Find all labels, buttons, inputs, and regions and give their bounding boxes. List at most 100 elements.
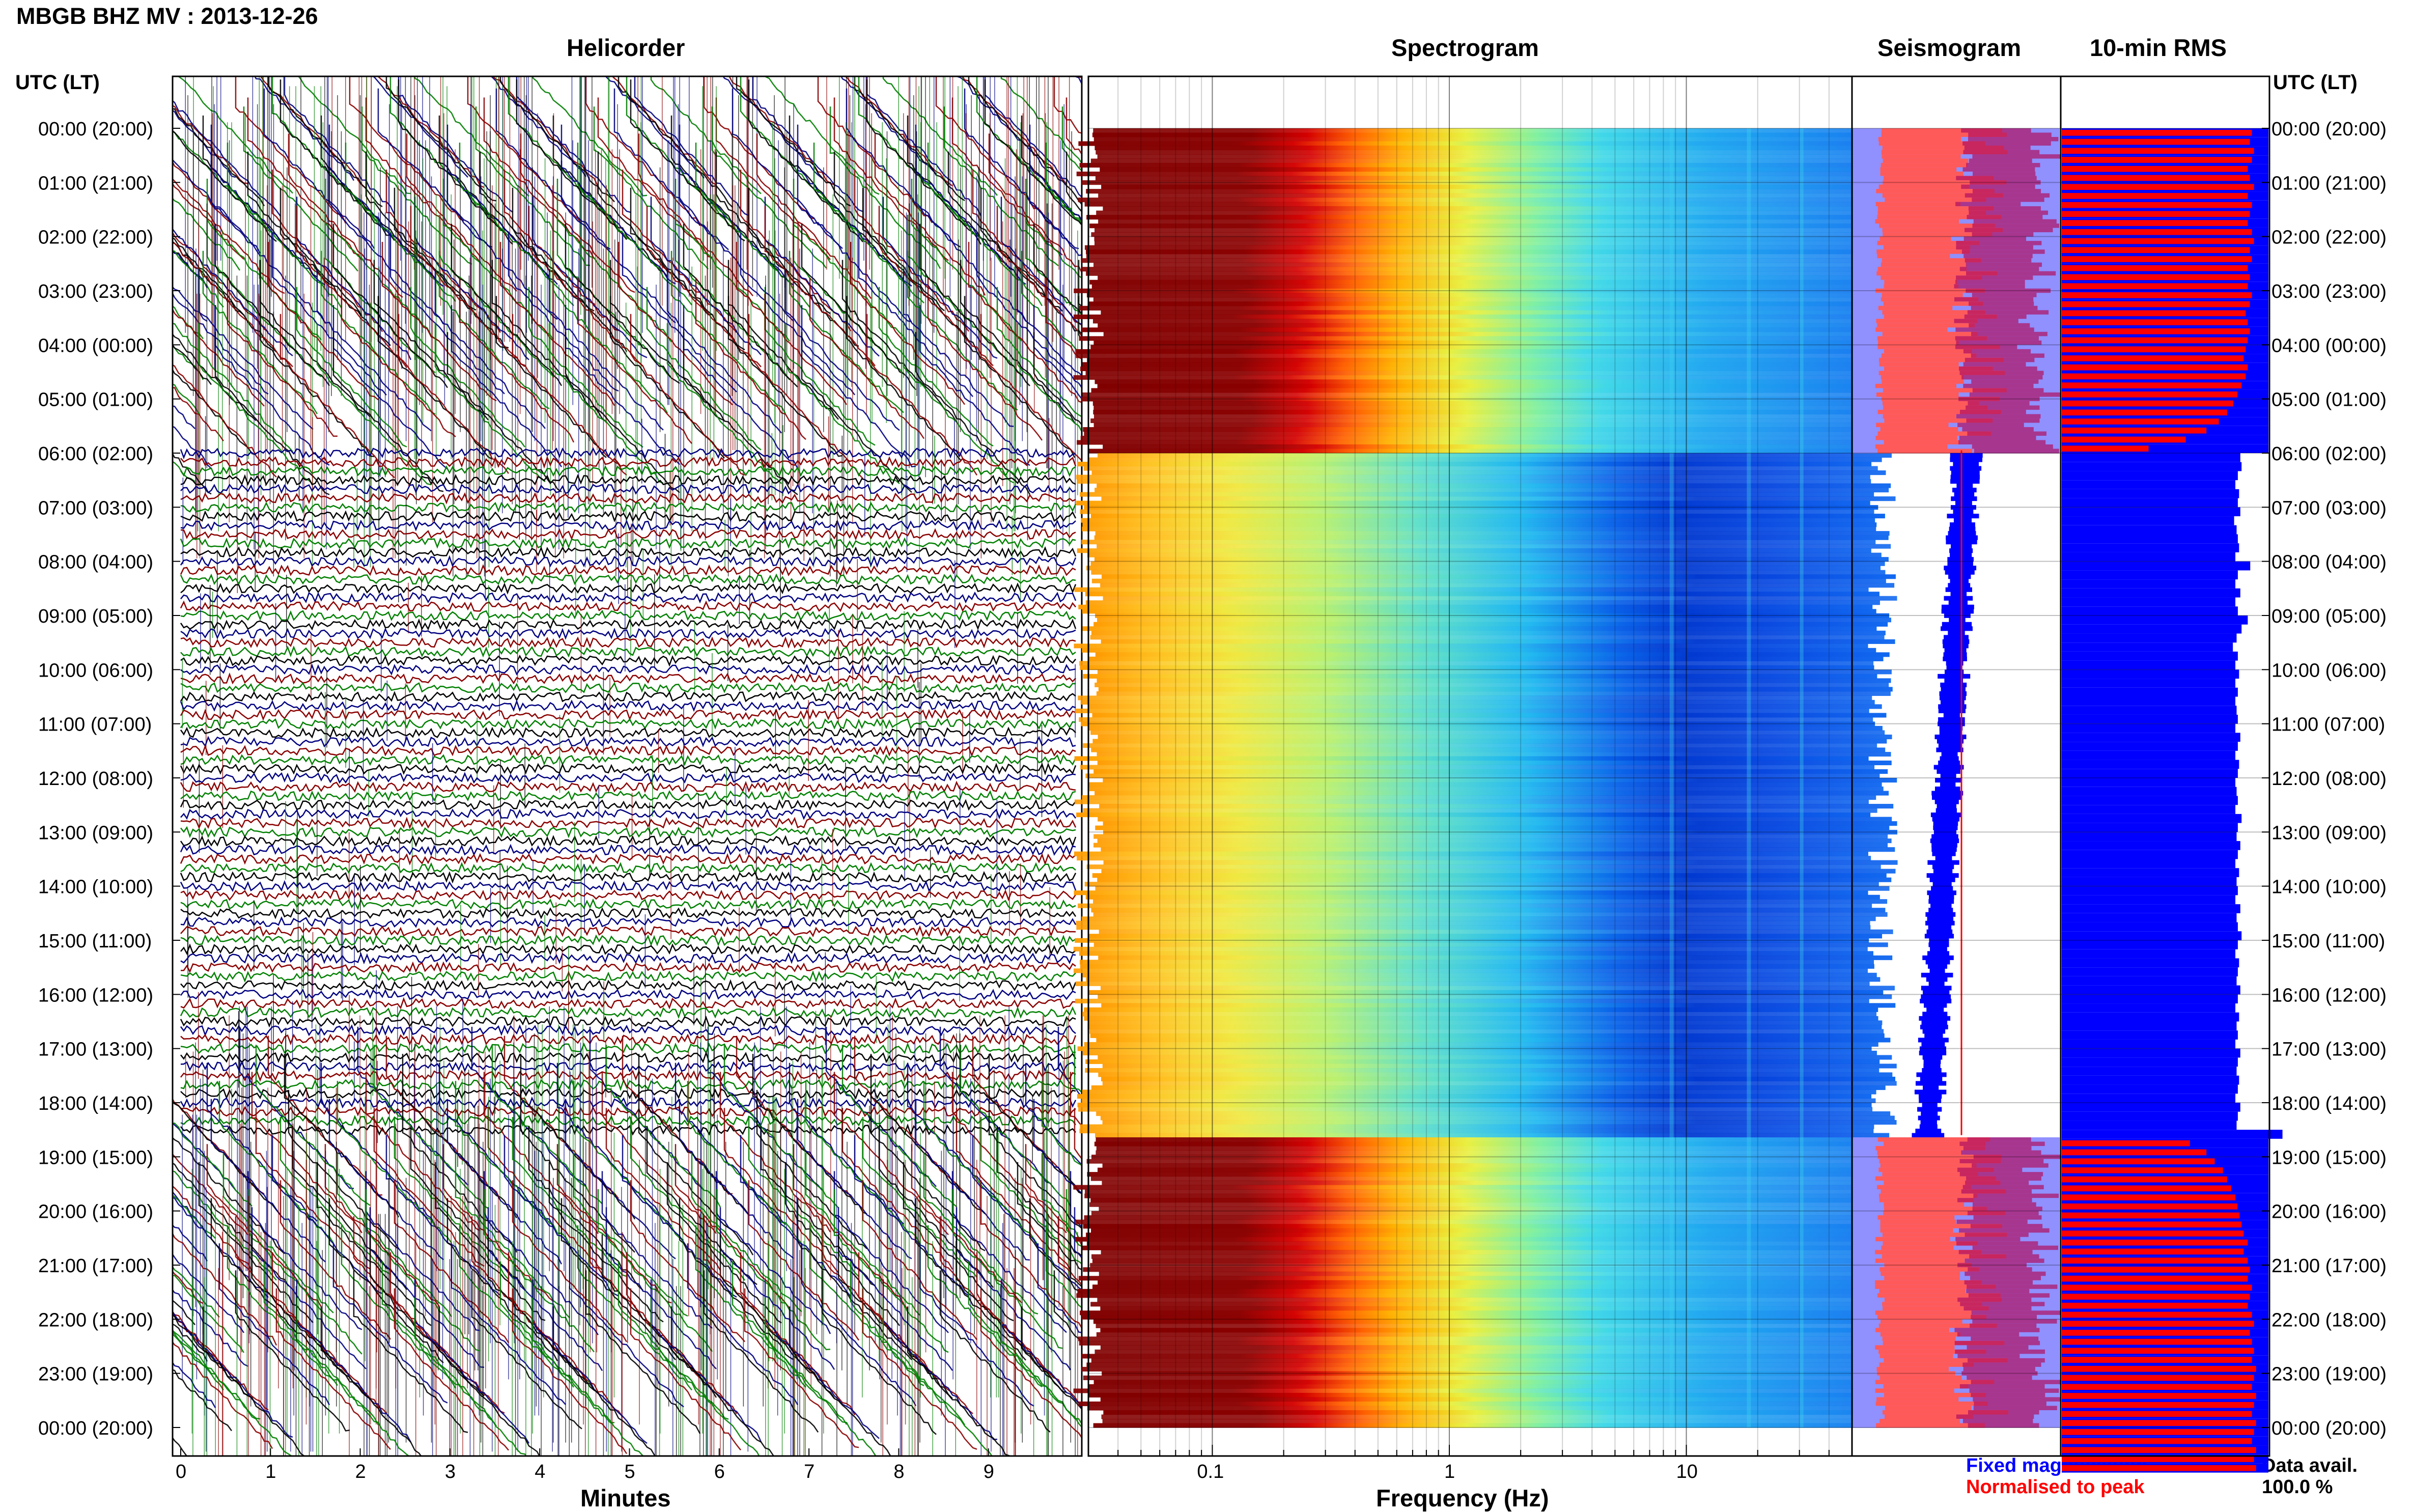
spectrogram-row [1094, 535, 1889, 540]
spectrogram-row [1095, 531, 1890, 536]
helicorder-trace [180, 735, 1076, 748]
rms-fixed-bar [2062, 1057, 2238, 1067]
spectrogram-row [1082, 362, 1877, 367]
spectrogram-row [1098, 453, 1892, 458]
normalised-band [1875, 1401, 1988, 1407]
spectrogram-row [1093, 405, 1888, 410]
overlap-band [1967, 310, 2049, 315]
time-label-left: 21:00 (17:00) [38, 1255, 153, 1277]
overlap-band [1967, 1345, 2029, 1350]
helicorder-trace [180, 907, 1077, 919]
normalised-band [1878, 184, 1970, 189]
spectrogram-row [1101, 1250, 1895, 1255]
rms-fixed-bar [2062, 940, 2238, 949]
normalised-band [1879, 1198, 1974, 1203]
spectrogram-row [1098, 193, 1893, 198]
rms-normalised-bar [2062, 1221, 2242, 1228]
rms-normalised-bar [2062, 1239, 2248, 1246]
overlap-band [1962, 1362, 2041, 1367]
overlap-band [1959, 371, 2044, 376]
spectrogram-row [1091, 388, 1886, 393]
fixed-magnification-trace [1918, 1115, 1940, 1121]
overlap-band [1967, 215, 2043, 220]
overlap-band [1972, 388, 2044, 393]
spectrogram-row [1096, 1332, 1891, 1337]
overlap-band [1959, 1172, 2043, 1177]
fixed-magnification-trace [1933, 830, 1957, 835]
normalised-band [1875, 1388, 1954, 1393]
helicorder-trace [180, 808, 1077, 820]
helicorder-trace [173, 1153, 1082, 1319]
spectrogram-row [1102, 1120, 1897, 1125]
normalised-band [1883, 405, 1988, 410]
spectrogram-row [1103, 444, 1897, 450]
fixed-magnification-trace [1940, 682, 1967, 687]
rms-fixed-bar [2062, 714, 2238, 724]
fixed-magnification-trace [1925, 920, 1955, 926]
spectrogram-row [1077, 1094, 1872, 1099]
rms-normalised-bar [2062, 1267, 2250, 1273]
rms-fixed-bar [2062, 778, 2236, 787]
normalised-band [1884, 284, 1959, 289]
fixed-magnification-trace [1938, 760, 1960, 766]
spectrogram-row [1082, 626, 1877, 631]
rms-fixed-bar [2062, 525, 2237, 535]
normalised-band [1880, 1332, 1960, 1337]
fixed-magnification-trace [1929, 894, 1954, 900]
spectrogram-row [1093, 414, 1888, 419]
spectrogram-row [1081, 258, 1875, 263]
helicorder-trace [180, 1087, 1076, 1100]
spectrogram-row [1079, 951, 1873, 956]
fixed-magnification-trace [1953, 509, 1974, 514]
rms-fixed-bar [2062, 1084, 2238, 1094]
rms-fixed-bar [2062, 651, 2238, 661]
helicorder-trace [180, 853, 1076, 866]
normalised-band [1884, 1202, 1965, 1207]
fixed-magnification-trace [1942, 622, 1972, 627]
overlap-band [1971, 331, 2047, 337]
fixed-magnification-trace [1931, 843, 1957, 848]
spectrogram-row [1091, 578, 1886, 583]
rms-fixed-bar [2062, 723, 2236, 733]
normalised-band [1881, 297, 1979, 302]
rms-fixed-bar [2062, 994, 2238, 1004]
rms-normalised-bar [2062, 1149, 2207, 1156]
spectrogram-row [1095, 613, 1890, 618]
fixed-magnification-trace [1942, 639, 1970, 644]
overlap-band [1968, 1410, 2039, 1415]
spectrogram-row [1080, 699, 1875, 705]
fixed-magnification-trace [1920, 1024, 1948, 1029]
fixed-magnification-trace [1921, 972, 1953, 977]
spectrogram-row [1102, 1081, 1897, 1086]
rms-normalised-bar [2062, 1330, 2250, 1336]
fixed-magnification-trace [1934, 799, 1959, 804]
spectrogram-row [1077, 1103, 1872, 1108]
helicorder-trace [180, 961, 1076, 973]
rms-normalised-bar [2062, 1284, 2252, 1291]
spectrogram-row [1079, 960, 1874, 965]
spectrogram-row [1078, 1107, 1873, 1112]
overlap-band [1961, 1189, 2032, 1194]
rms-bars [2062, 128, 2283, 1473]
normalised-band [1882, 1254, 2006, 1259]
overlap-band [1972, 154, 2061, 159]
normalised-band [1876, 1185, 1971, 1190]
spectrogram-row [1083, 743, 1877, 748]
spectrogram-row [1103, 830, 1897, 835]
normalised-band [1875, 1380, 1995, 1385]
overlap-band [1965, 1233, 2029, 1238]
overlap-band [1963, 1306, 2032, 1311]
overlap-band [1970, 1224, 2043, 1229]
overlap-band [1954, 297, 2034, 302]
normalised-band [1884, 1141, 1985, 1146]
spectrogram-row [1093, 262, 1888, 267]
rms-fixed-bar [2062, 859, 2236, 869]
spectrogram-row [1086, 271, 1881, 276]
overlap-band [1962, 427, 2034, 432]
fixed-magnification-trace [1929, 938, 1949, 943]
normalised-band [1879, 236, 1951, 241]
normalised-band [1876, 1397, 1959, 1402]
spectrogram-row [1084, 1042, 1878, 1047]
normalised-band [1877, 1137, 1990, 1142]
rms-normalised-bar [2062, 1294, 2250, 1300]
